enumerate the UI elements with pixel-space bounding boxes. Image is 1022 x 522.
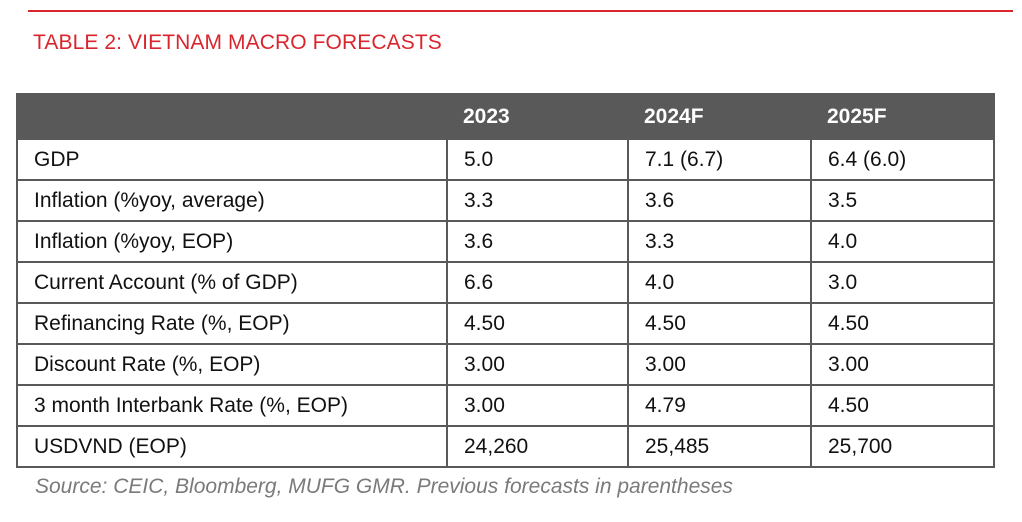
cell-2023: 4.50 <box>446 302 629 345</box>
row-label: Refinancing Rate (%, EOP) <box>16 302 448 345</box>
row-label: Current Account (% of GDP) <box>16 261 448 304</box>
table-row: GDP 5.0 7.1 (6.7) 6.4 (6.0) <box>16 138 995 181</box>
forecast-table: 2023 2024F 2025F GDP 5.0 7.1 (6.7) 6.4 (… <box>16 93 995 468</box>
table-row: Inflation (%yoy, EOP) 3.6 3.3 4.0 <box>16 220 995 263</box>
table-row: USDVND (EOP) 24,260 25,485 25,700 <box>16 425 995 468</box>
table-row: Current Account (% of GDP) 6.6 4.0 3.0 <box>16 261 995 304</box>
row-label: Discount Rate (%, EOP) <box>16 343 448 386</box>
cell-2024f: 25,485 <box>627 425 812 468</box>
row-label: Inflation (%yoy, EOP) <box>16 220 448 263</box>
cell-2023: 3.3 <box>446 179 629 222</box>
cell-2024f: 4.79 <box>627 384 812 427</box>
source-note: Source: CEIC, Bloomberg, MUFG GMR. Previ… <box>35 475 733 498</box>
cell-2025f: 3.5 <box>810 179 995 222</box>
row-label: Inflation (%yoy, average) <box>16 179 448 222</box>
cell-2025f: 6.4 (6.0) <box>810 138 995 181</box>
header-cell-2025f: 2025F <box>810 93 995 139</box>
table-row: 3 month Interbank Rate (%, EOP) 3.00 4.7… <box>16 384 995 427</box>
cell-2023: 3.00 <box>446 384 629 427</box>
cell-2025f: 3.00 <box>810 343 995 386</box>
cell-2025f: 4.50 <box>810 302 995 345</box>
header-row: 2023 2024F 2025F <box>16 93 995 139</box>
cell-2024f: 3.3 <box>627 220 812 263</box>
cell-2023: 24,260 <box>446 425 629 468</box>
cell-2023: 6.6 <box>446 261 629 304</box>
header-cell-2024f: 2024F <box>627 93 812 139</box>
cell-2025f: 3.0 <box>810 261 995 304</box>
cell-2024f: 3.6 <box>627 179 812 222</box>
cell-2023: 3.00 <box>446 343 629 386</box>
table-row: Refinancing Rate (%, EOP) 4.50 4.50 4.50 <box>16 302 995 345</box>
cell-2024f: 7.1 (6.7) <box>627 138 812 181</box>
cell-2023: 5.0 <box>446 138 629 181</box>
table-row: Inflation (%yoy, average) 3.3 3.6 3.5 <box>16 179 995 222</box>
cell-2024f: 4.50 <box>627 302 812 345</box>
cell-2024f: 4.0 <box>627 261 812 304</box>
row-label: GDP <box>16 138 448 181</box>
cell-2025f: 4.0 <box>810 220 995 263</box>
header-cell-2023: 2023 <box>446 93 629 139</box>
cell-2023: 3.6 <box>446 220 629 263</box>
row-label: USDVND (EOP) <box>16 425 448 468</box>
cell-2025f: 25,700 <box>810 425 995 468</box>
table-title: TABLE 2: VIETNAM MACRO FORECASTS <box>33 31 442 54</box>
header-cell-label <box>16 93 448 139</box>
top-rule <box>28 10 1013 12</box>
cell-2025f: 4.50 <box>810 384 995 427</box>
row-label: 3 month Interbank Rate (%, EOP) <box>16 384 448 427</box>
table-row: Discount Rate (%, EOP) 3.00 3.00 3.00 <box>16 343 995 386</box>
cell-2024f: 3.00 <box>627 343 812 386</box>
